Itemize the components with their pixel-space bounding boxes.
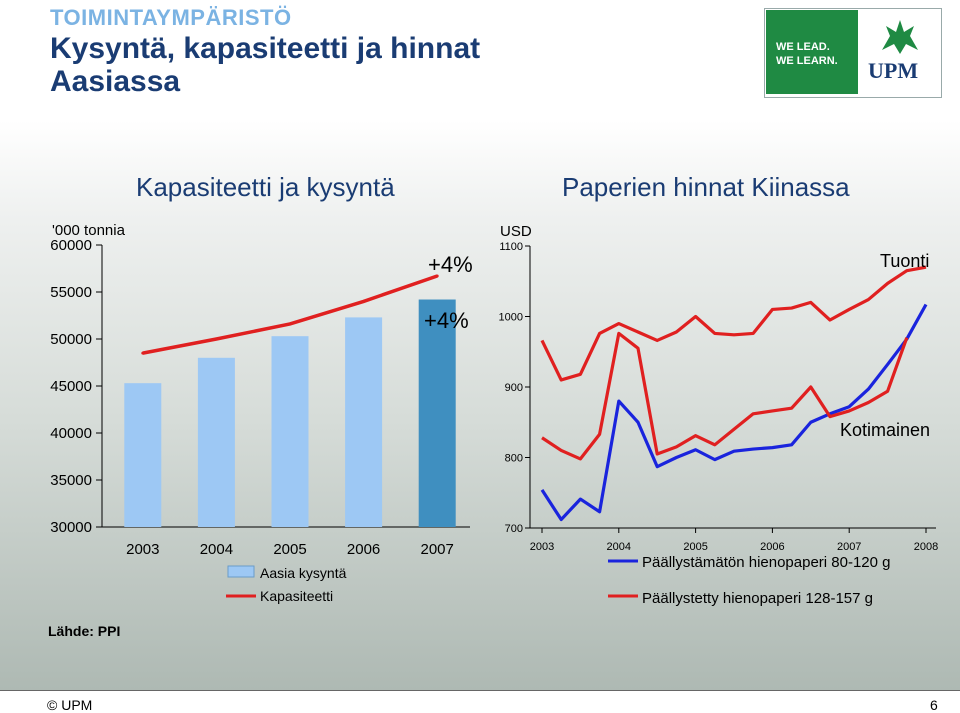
- footer-bar: [0, 690, 960, 713]
- logo-tagline-line2: WE LEARN.: [776, 55, 838, 67]
- right-x-tick-label: 2008: [914, 541, 938, 553]
- copyright: © UPM: [47, 697, 93, 713]
- left-chart-title: Kapasiteetti ja kysyntä: [136, 172, 395, 202]
- left-axes: 60000 55000 50000 45000 40000 35000 30000: [50, 237, 470, 536]
- right-x-tick-label: 2003: [530, 541, 554, 553]
- price-series-line: [540, 265, 927, 382]
- capacity-point: [435, 274, 439, 278]
- legend-label-capacity: Kapasiteetti: [260, 588, 333, 604]
- left-y-tick-label: 30000: [50, 519, 92, 536]
- right-x-tick-label: 2004: [607, 541, 631, 553]
- capacity-point: [141, 351, 145, 355]
- left-y-tick-label: 60000: [50, 237, 92, 254]
- left-y-axis-label: '000 tonnia: [52, 222, 126, 239]
- page-title: Kysyntä, kapasiteetti ja hinnat Aasiassa: [50, 32, 481, 98]
- right-price-lines: [540, 265, 928, 522]
- demand-bar: [124, 383, 162, 527]
- right-y-tick-label: 700: [505, 523, 523, 535]
- griffin-logo-icon: [882, 20, 918, 54]
- annotation-tuonti: Tuonti: [880, 251, 929, 271]
- left-x-tick-label: 2007: [421, 541, 454, 558]
- legend-swatch-demand: [227, 565, 255, 578]
- slide-background: [0, 0, 960, 690]
- demand-bar: [345, 317, 383, 527]
- capacity-demand-chart: '000 tonnia 60000 55000 50000 45000 40000 350…: [50, 222, 939, 607]
- logo-tagline-line1: WE LEAD.: [776, 41, 830, 53]
- price-series-line: [541, 331, 909, 461]
- annotation-kotimainen: Kotimainen: [840, 420, 930, 440]
- section-label: TOIMINTAYMPÄRISTÖ: [50, 5, 292, 30]
- left-y-tick-label: 35000: [50, 472, 92, 489]
- left-x-tick-label: 2003: [126, 541, 159, 558]
- right-y-tick-label: 800: [505, 453, 523, 465]
- left-y-tick-label: 45000: [50, 378, 92, 395]
- annotation-capacity-growth: +4%: [428, 252, 473, 277]
- left-x-tick-label: 2004: [200, 541, 233, 558]
- right-y-tick-label: 1000: [499, 312, 523, 324]
- capacity-point: [214, 337, 218, 341]
- left-y-tick-label: 55000: [50, 284, 92, 301]
- source-note: Lähde: PPI: [48, 623, 121, 639]
- left-x-tick-label: 2005: [273, 541, 306, 558]
- page-number: 6: [930, 697, 938, 713]
- logo-brand: UPM: [868, 58, 919, 83]
- capacity-point: [362, 299, 366, 303]
- right-axes: 1100 1000 900 800 700 2003 2004 2005 2006 2007 200…: [499, 241, 939, 553]
- left-bars: 2003 2004 2005 2006 2007: [124, 299, 456, 558]
- price-series-line: [540, 303, 928, 522]
- demand-bar: [197, 357, 235, 527]
- legend-label-uncoated: Päällystämätön hienopaperi 80-120 g: [642, 554, 891, 571]
- legend-label-coated: Päällystetty hienopaperi 128-157 g: [642, 590, 873, 607]
- annotation-demand-growth: +4%: [424, 308, 469, 333]
- demand-bar: [271, 336, 309, 527]
- right-x-tick-label: 2007: [837, 541, 861, 553]
- capacity-point: [288, 322, 292, 326]
- right-chart-title: Paperien hinnat Kiinassa: [562, 172, 850, 202]
- left-capacity-line: [141, 274, 439, 355]
- right-y-axis-label: USD: [500, 223, 532, 240]
- left-y-tick-label: 50000: [50, 331, 92, 348]
- right-x-tick-label: 2006: [760, 541, 784, 553]
- demand-bar: [418, 299, 456, 527]
- right-y-tick-label: 1100: [499, 241, 523, 253]
- left-y-tick-label: 40000: [50, 425, 92, 442]
- legend-label-demand: Aasia kysyntä: [260, 565, 347, 581]
- right-x-tick-label: 2005: [683, 541, 707, 553]
- left-x-tick-label: 2006: [347, 541, 380, 558]
- logo-tagline: WE LEAD. WE LEARN.: [766, 10, 858, 94]
- right-y-tick-label: 900: [505, 382, 523, 394]
